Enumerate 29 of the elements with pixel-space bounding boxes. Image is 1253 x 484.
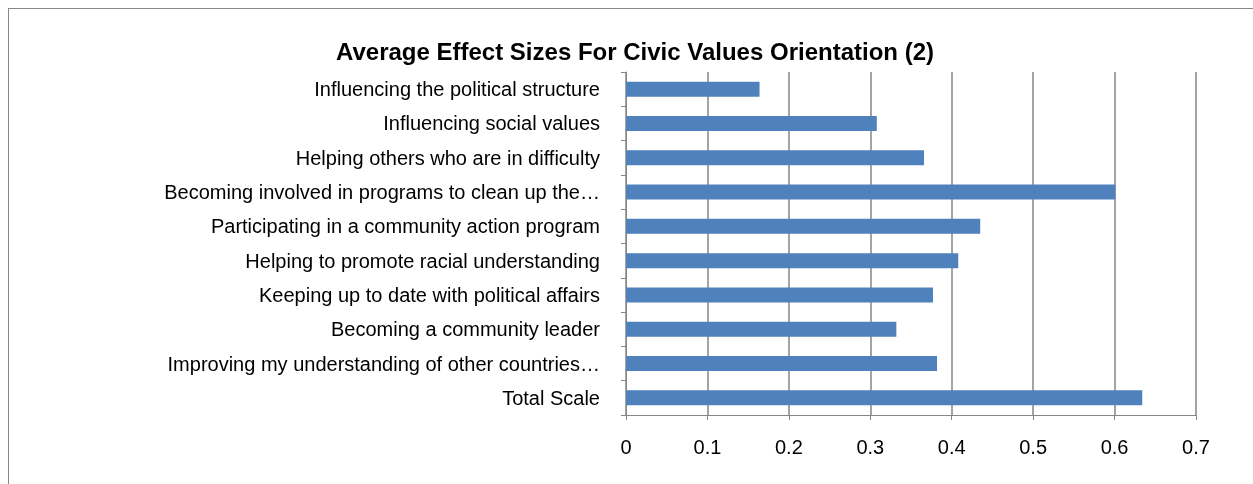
x-tick-label: 0.2 <box>774 436 803 458</box>
y-tick-label: Influencing social values <box>383 112 600 135</box>
y-tick-label: Total Scale <box>502 386 600 409</box>
x-tick-label: 0.3 <box>856 436 885 458</box>
x-tick-label: 0.4 <box>937 436 966 458</box>
bar <box>626 253 959 269</box>
bar <box>626 356 938 372</box>
bar <box>626 321 897 337</box>
y-tick-label: Becoming a community leader <box>330 318 601 341</box>
x-tick-label: 0.1 <box>693 436 722 458</box>
x-tick-label: 0.6 <box>1100 436 1129 458</box>
y-tick-label: Helping to promote racial understanding <box>245 249 600 272</box>
y-tick-label: Keeping up to date with political affairs <box>259 283 600 306</box>
bar <box>626 184 1116 200</box>
y-tick-label: Participating in a community action program <box>210 215 600 238</box>
bar <box>626 115 877 131</box>
y-tick-label: Becoming involved in programs to clean up the… <box>164 181 600 204</box>
y-tick-label: Improving my understanding of other countries… <box>167 352 600 375</box>
bar <box>626 218 981 234</box>
chart-title: Average Effect Sizes For Civic Values Orientation (2) <box>336 37 934 65</box>
y-tick-label: Influencing the political structure <box>314 78 600 101</box>
bar <box>626 287 933 303</box>
bar <box>626 150 925 166</box>
bar <box>626 390 1143 406</box>
x-tick-label: 0.5 <box>1019 436 1048 458</box>
x-tick-label: 0 <box>620 436 632 458</box>
x-tick-label: 0.7 <box>1182 436 1210 458</box>
bar <box>626 81 760 97</box>
y-tick-label: Helping others who are in difficulty <box>295 146 600 169</box>
